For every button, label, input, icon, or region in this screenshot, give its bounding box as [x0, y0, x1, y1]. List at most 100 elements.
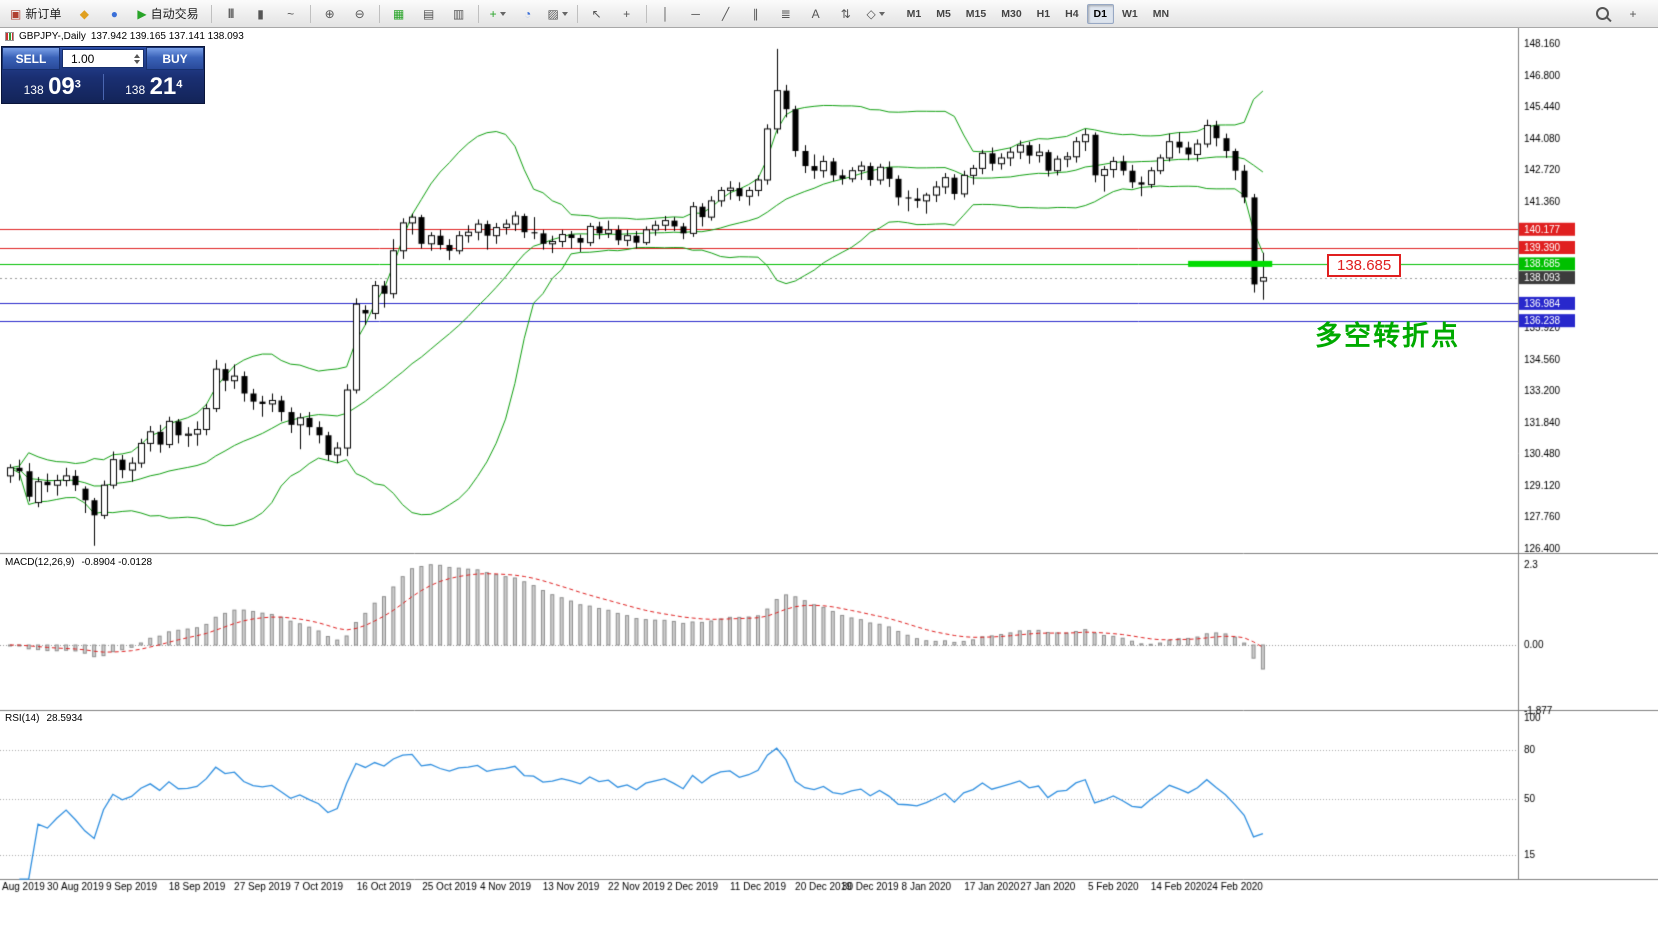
macd-indicator-label: MACD(12,26,9) -0.8904 -0.0128	[5, 557, 152, 568]
fibonacci-icon: ≣	[780, 6, 791, 21]
chart-icon	[5, 32, 14, 41]
toolbar-separator	[378, 4, 380, 23]
timeframe-mn-button[interactable]: MN	[1152, 7, 1170, 20]
timeframe-h4-button[interactable]: H4	[1065, 7, 1079, 20]
crosshair-pointer-icon[interactable]: +	[1629, 6, 1637, 21]
volume-input[interactable]: 1.00	[62, 49, 144, 68]
one-click-trading-panel: SELL 1.00 BUY 138 093 138 214	[1, 46, 205, 104]
candlestick-chart-icon: ▮	[257, 6, 264, 21]
candlestick-chart-icon[interactable]: ▮	[247, 2, 275, 26]
text-icon[interactable]: A	[802, 2, 830, 26]
timeframe-d1-button[interactable]: D1	[1086, 3, 1114, 24]
refresh-icon[interactable]: ●	[100, 2, 128, 26]
timeframe-m30-button[interactable]: M30	[1001, 7, 1022, 20]
line-chart-icon: ~	[287, 6, 295, 21]
chevron-down-icon	[561, 11, 568, 16]
cursor-icon[interactable]: ↖	[583, 2, 611, 26]
cycles-icon: ◔	[523, 6, 532, 21]
text-icon: A	[811, 6, 820, 21]
autotrading-button: ▶	[137, 6, 147, 21]
crosshair-icon: +	[623, 6, 631, 21]
search-icon[interactable]	[1596, 7, 1609, 20]
price-divider	[102, 73, 104, 100]
cycles-icon[interactable]: ◔	[514, 2, 542, 26]
arrows-icon[interactable]: ⇅	[832, 2, 860, 26]
price-chart-canvas[interactable]	[0, 28, 1658, 952]
vertical-line-icon[interactable]: │	[652, 2, 680, 26]
chart-symbol: GBPJPY-,Daily	[19, 31, 86, 42]
buy-price-pip: 4	[176, 78, 183, 91]
metaeditor-icon: ◆	[79, 6, 89, 21]
trendline-icon: ╱	[721, 6, 730, 21]
chart-ohlc: 137.942 139.165 137.141 138.093	[90, 31, 244, 42]
tile-windows-icon[interactable]: ▦	[385, 2, 413, 26]
zoom-in-icon[interactable]: ⊕	[316, 2, 344, 26]
buy-button[interactable]: BUY	[146, 47, 204, 70]
sell-button[interactable]: SELL	[2, 47, 60, 70]
timeframe-m5-button[interactable]: M5	[936, 7, 951, 20]
chart-title: GBPJPY-,Daily 137.942 139.165 137.141 13…	[5, 31, 244, 42]
shapes-icon[interactable]: ◇	[862, 2, 890, 26]
channel-icon[interactable]: ∥	[742, 2, 770, 26]
bar-chart-icon: |||	[227, 8, 234, 19]
line-chart-icon[interactable]: ~	[277, 2, 305, 26]
macd-title: MACD(12,26,9)	[5, 557, 75, 568]
timeframe-m15-button[interactable]: M15	[965, 7, 987, 20]
rsi-indicator-label: RSI(14) 28.5934	[5, 713, 83, 724]
chevron-down-icon	[878, 11, 885, 16]
zoom-out-icon[interactable]: ⊖	[346, 2, 374, 26]
shapes-icon: ◇	[866, 6, 876, 21]
zoom-in-icon: ⊕	[324, 6, 335, 21]
toolbar-separator	[576, 4, 578, 23]
fibonacci-icon[interactable]: ≣	[772, 2, 800, 26]
new-order-button[interactable]: ▣ 新订单	[3, 2, 68, 26]
horizontal-line-icon[interactable]: ─	[682, 2, 710, 26]
cascade-windows-icon[interactable]: ▤	[415, 2, 443, 26]
stack-windows-icon: ▥	[452, 6, 465, 21]
buy-price-prefix: 138	[125, 82, 146, 97]
trendline-icon[interactable]: ╱	[712, 2, 740, 26]
refresh-icon: ●	[110, 6, 118, 21]
toolbar: ▣ 新订单 ◆ ● ▶ 自动交易 ||| ▮ ~ ⊕ ⊖ ▦ ▤ ▥ + ◔ ▨ ↖ + │ ─ ╱ ∥ ≣ A ⇅ ◇ M1 M5 M1…	[0, 0, 1658, 28]
toolbar-separator	[309, 4, 311, 23]
horizontal-line-icon: ─	[691, 6, 700, 21]
metaeditor-icon[interactable]: ◆	[70, 2, 98, 26]
volume-value: 1.00	[71, 51, 95, 66]
bar-chart-icon[interactable]: |||	[217, 2, 245, 26]
toolbar-right-group: +	[1596, 2, 1655, 26]
timeframe-h1-button[interactable]: H1	[1036, 7, 1051, 20]
chevron-down-icon	[499, 11, 506, 16]
new-order-button: ▣	[10, 6, 22, 21]
sell-price-big: 09	[48, 72, 75, 100]
toolbar-separator	[210, 4, 212, 23]
new-order-button-label: 新订单	[25, 7, 62, 21]
tile-windows-icon: ▦	[392, 6, 405, 21]
sell-price-pip: 3	[74, 78, 81, 91]
zoom-out-icon: ⊖	[354, 6, 365, 21]
autotrading-button[interactable]: ▶ 自动交易	[130, 2, 205, 26]
buy-price-big: 21	[149, 72, 177, 100]
sell-price-prefix: 138	[23, 82, 44, 97]
rsi-title: RSI(14)	[5, 713, 40, 724]
stack-windows-icon[interactable]: ▥	[445, 2, 473, 26]
turning-point-note[interactable]: 多空转折点	[1315, 321, 1460, 351]
autotrading-button-label: 自动交易	[150, 7, 199, 21]
macd-values: -0.8904 -0.0128	[81, 557, 153, 568]
buy-price[interactable]: 138 214	[104, 73, 205, 101]
crosshair-icon[interactable]: +	[613, 2, 641, 26]
indicators-icon[interactable]: +	[484, 2, 512, 26]
rsi-value: 28.5934	[46, 713, 83, 724]
cursor-icon: ↖	[591, 6, 602, 21]
templates-icon[interactable]: ▨	[544, 2, 572, 26]
timeframe-toolbar: M1 M5 M15 M30 H1 H4 D1 W1 MN	[900, 3, 1176, 24]
vertical-line-icon: │	[661, 6, 670, 21]
indicators-icon: +	[489, 6, 497, 21]
toolbar-separator	[645, 4, 647, 23]
price-annotation[interactable]: 138.685	[1327, 254, 1402, 277]
timeframe-m1-button[interactable]: M1	[906, 7, 922, 20]
channel-icon: ∥	[752, 6, 759, 21]
timeframe-w1-button[interactable]: W1	[1121, 7, 1138, 20]
cascade-windows-icon: ▤	[422, 6, 435, 21]
sell-price[interactable]: 138 093	[2, 73, 103, 101]
volume-spinner[interactable]	[134, 53, 140, 64]
